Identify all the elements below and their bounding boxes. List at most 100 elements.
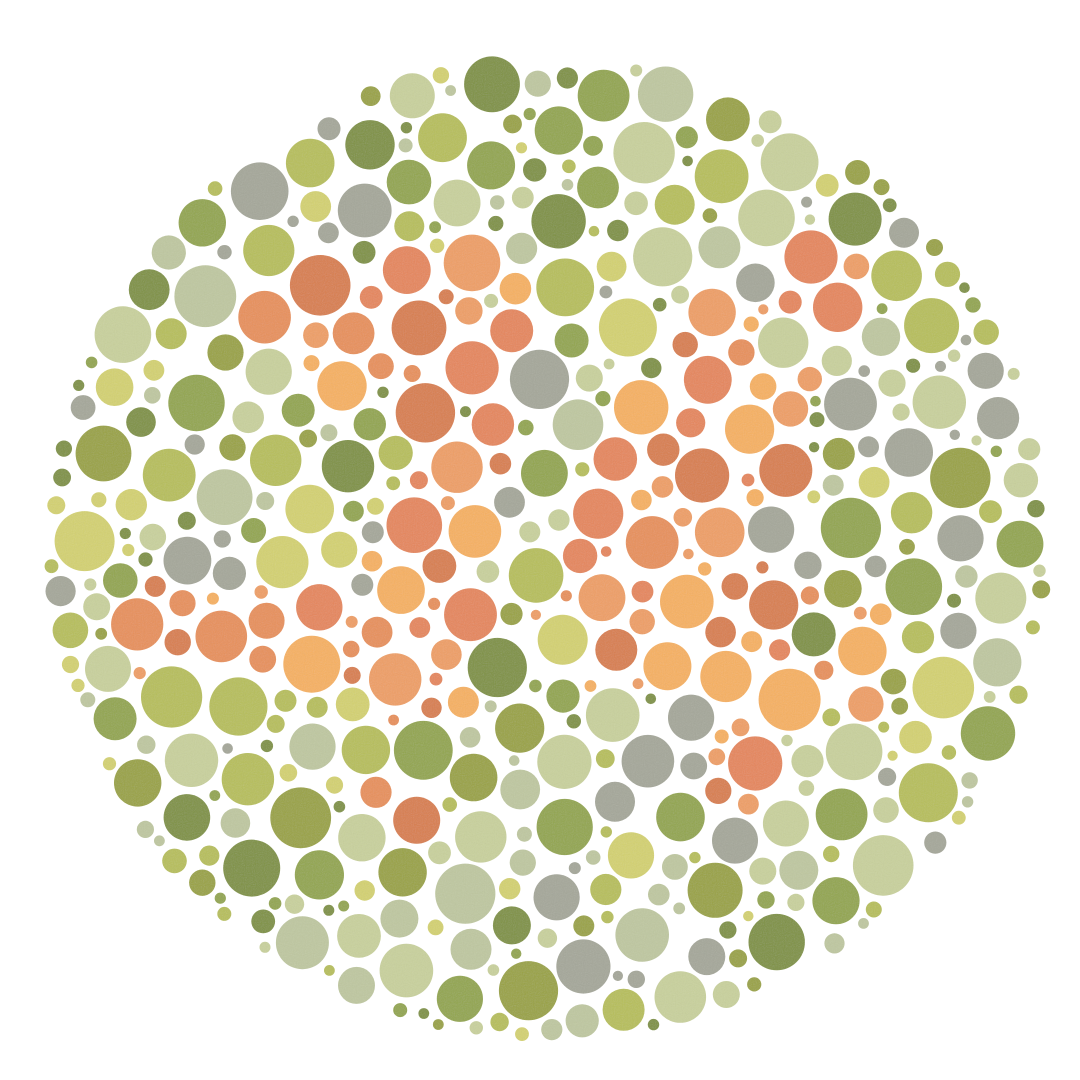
figure-dot: [393, 720, 453, 780]
figure-dot: [248, 602, 285, 639]
field-dot: [343, 500, 364, 522]
field-dot: [808, 442, 820, 453]
field-dot: [729, 949, 748, 968]
field-dot: [70, 395, 96, 420]
field-dot: [779, 850, 819, 890]
figure-dot: [409, 471, 428, 490]
field-dot: [209, 677, 268, 736]
field-dot: [760, 133, 819, 192]
field-dot: [706, 97, 750, 142]
field-dot: [230, 162, 289, 220]
figure-dot: [206, 592, 219, 605]
field-dot: [287, 215, 299, 227]
field-dot: [656, 792, 705, 842]
field-dot: [393, 1003, 408, 1018]
field-dot: [317, 117, 341, 141]
field-dot: [137, 735, 156, 754]
figure-dot: [791, 612, 836, 657]
field-dot: [398, 138, 413, 153]
field-dot: [54, 511, 115, 572]
figure-dot: [443, 234, 501, 292]
figure-dot: [631, 489, 652, 511]
field-dot: [751, 134, 764, 147]
field-dot: [386, 159, 432, 205]
field-dot: [546, 679, 580, 713]
field-dot: [274, 689, 297, 712]
figure-dot: [317, 361, 367, 411]
field-dot: [95, 627, 108, 640]
field-dot: [531, 194, 586, 249]
field-dot: [455, 811, 507, 863]
field-dot: [490, 1012, 509, 1032]
figure-dot: [403, 365, 421, 382]
figure-dot: [335, 687, 370, 722]
figure-dot: [249, 645, 277, 673]
field-dot: [266, 714, 285, 733]
figure-dot: [361, 616, 393, 648]
figure-dot: [758, 668, 821, 731]
field-dot: [432, 1019, 444, 1030]
figure-dot: [672, 331, 698, 358]
figure-dot: [629, 609, 655, 635]
field-dot: [75, 425, 132, 482]
field-dot: [595, 781, 635, 822]
figure-dot: [614, 380, 669, 435]
field-dot: [518, 419, 534, 436]
field-dot: [889, 217, 919, 248]
field-dot: [926, 239, 943, 256]
field-dot: [207, 181, 223, 196]
field-dot: [143, 359, 165, 381]
figure-dot: [853, 606, 867, 620]
field-dot: [585, 688, 640, 742]
field-dot: [858, 466, 890, 498]
field-dot: [394, 211, 425, 242]
field-dot: [196, 469, 253, 525]
field-dot: [189, 869, 216, 896]
field-dot: [781, 734, 793, 747]
field-dot: [162, 848, 187, 874]
field-dot: [467, 637, 527, 698]
field-dot: [429, 221, 441, 234]
field-dot: [961, 772, 978, 789]
field-dot: [798, 780, 815, 796]
field-dot: [83, 593, 111, 621]
field-dot: [884, 428, 933, 477]
field-dot: [345, 120, 395, 170]
field-dot: [163, 536, 212, 585]
figure-dot: [731, 718, 750, 737]
field-dot: [552, 399, 604, 451]
field-dot: [682, 155, 693, 167]
field-dot: [174, 265, 237, 328]
field-dot: [500, 602, 523, 626]
figure-dot: [484, 293, 499, 308]
field-dot: [516, 826, 532, 842]
field-dot: [698, 226, 741, 269]
figure-dot: [632, 678, 644, 690]
field-dot: [906, 358, 921, 373]
field-dot: [318, 222, 339, 244]
field-dot: [223, 839, 281, 897]
figure-dot: [676, 408, 706, 438]
figure-dot: [562, 538, 598, 574]
figure-dot: [431, 441, 483, 493]
field-dot: [268, 897, 282, 910]
field-dot: [973, 638, 1022, 687]
field-dot: [93, 697, 137, 741]
field-dot: [876, 303, 888, 315]
figure-dot: [759, 443, 813, 497]
field-dot: [488, 215, 504, 232]
field-dot: [321, 440, 375, 493]
field-dot: [712, 817, 758, 864]
field-dot: [432, 67, 450, 84]
field-dot: [499, 878, 521, 900]
field-dot: [523, 158, 547, 182]
field-dot: [585, 850, 601, 865]
field-dot: [556, 67, 579, 89]
field-dot: [84, 578, 97, 591]
figure-dot: [560, 590, 572, 602]
field-dot: [217, 906, 232, 921]
field-dot: [878, 767, 897, 787]
figure-dot: [843, 253, 870, 280]
field-dot: [603, 358, 615, 370]
figure-dot: [447, 686, 479, 718]
